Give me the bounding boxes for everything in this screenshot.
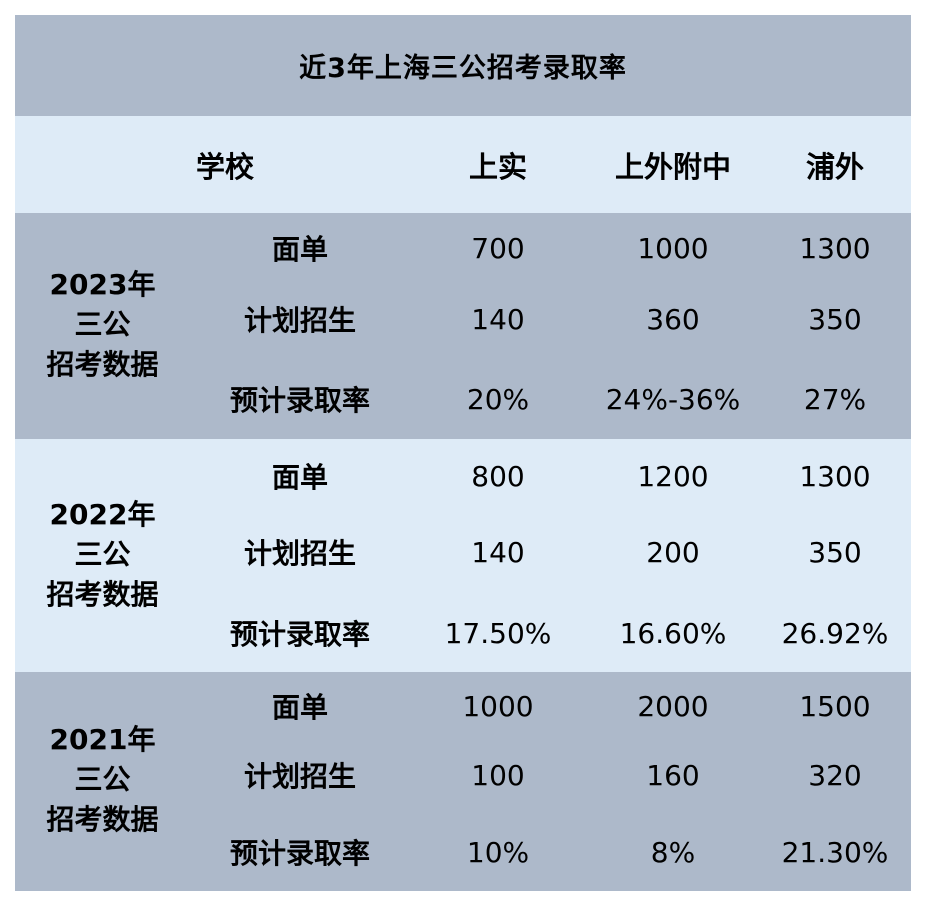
year-label-line2: 三公 <box>74 308 131 341</box>
year-label-2023: 2023年 三公 招考数据 <box>15 265 190 385</box>
title-band <box>15 15 911 116</box>
year-label-line1: 2021年 <box>49 723 156 756</box>
table-cell: 200 <box>646 535 700 569</box>
year-2023-band <box>15 213 911 439</box>
table-cell: 350 <box>808 535 862 569</box>
table-cell: 700 <box>471 231 525 265</box>
year-2022-band <box>15 439 911 672</box>
table-cell: 800 <box>471 459 525 493</box>
table-cell: 100 <box>471 758 525 792</box>
year-label-line1: 2022年 <box>49 498 156 531</box>
year-label-line3: 招考数据 <box>46 578 159 611</box>
table-cell: 17.50% <box>444 616 552 650</box>
year-label-line2: 三公 <box>74 763 131 796</box>
row-label-rate: 预计录取率 <box>229 618 370 651</box>
table-cell: 26.92% <box>781 616 889 650</box>
year-label-line1: 2023年 <box>49 268 156 301</box>
table-cell: 320 <box>808 758 862 792</box>
table-cell: 140 <box>471 302 525 336</box>
table-cell: 16.60% <box>619 616 727 650</box>
row-label-applicants: 面单 <box>271 461 328 494</box>
table-cell: 1500 <box>799 689 871 723</box>
table-cell: 160 <box>646 758 700 792</box>
header-band <box>15 116 911 213</box>
row-label-rate: 预计录取率 <box>229 837 370 870</box>
table-cell: 1000 <box>462 689 534 723</box>
header-col-1: 上实 <box>468 150 527 184</box>
table-cell: 350 <box>808 302 862 336</box>
row-label-applicants: 面单 <box>271 691 328 724</box>
header-col-2: 上外附中 <box>614 150 731 184</box>
row-label-planned: 计划招生 <box>243 760 356 793</box>
table-cell: 20% <box>466 382 530 416</box>
table-cell: 21.30% <box>781 835 889 869</box>
table-cell: 24%-36% <box>605 382 741 416</box>
year-label-2022: 2022年 三公 招考数据 <box>15 495 190 615</box>
year-2021-band <box>15 672 911 891</box>
table-cell: 27% <box>803 382 867 416</box>
table-cell: 8% <box>650 835 696 869</box>
table-cell: 1300 <box>799 231 871 265</box>
admission-rate-table: 近3年上海三公招考录取率 学校 上实 上外附中 浦外 2023年 三公 招考数据… <box>15 15 911 891</box>
year-label-2021: 2021年 三公 招考数据 <box>15 720 190 840</box>
table-cell: 360 <box>646 302 700 336</box>
table-cell: 140 <box>471 535 525 569</box>
row-label-rate: 预计录取率 <box>229 384 370 417</box>
row-label-planned: 计划招生 <box>243 537 356 570</box>
row-label-planned: 计划招生 <box>243 304 356 337</box>
year-label-line2: 三公 <box>74 538 131 571</box>
year-label-line3: 招考数据 <box>46 348 159 381</box>
year-label-line3: 招考数据 <box>46 803 159 836</box>
header-col-3: 浦外 <box>805 150 864 184</box>
header-school: 学校 <box>195 150 254 184</box>
table-cell: 1300 <box>799 459 871 493</box>
table-cell: 10% <box>466 835 530 869</box>
table-cell: 2000 <box>637 689 709 723</box>
table-title: 近3年上海三公招考录取率 <box>299 53 627 84</box>
table-cell: 1200 <box>637 459 709 493</box>
row-label-applicants: 面单 <box>271 233 328 266</box>
table-cell: 1000 <box>637 231 709 265</box>
